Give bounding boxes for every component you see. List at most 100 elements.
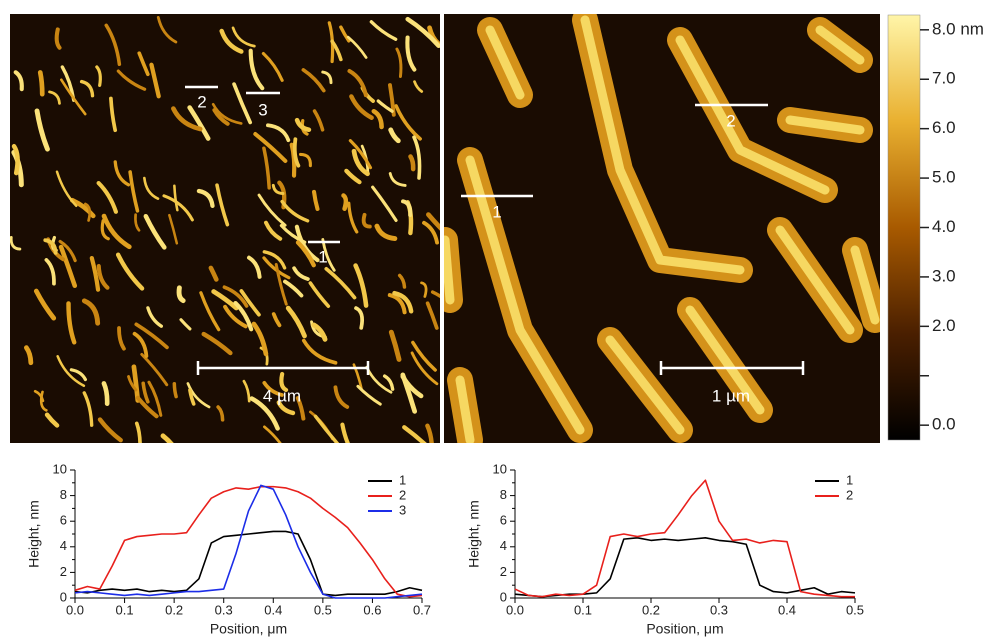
afm-feature [292,266,310,281]
afm-feature [66,301,77,345]
afm-texture [10,15,440,443]
afm-feature [413,80,424,93]
afm-feature [137,51,150,77]
afm-feature [11,143,20,176]
y-tick-label: 10 [53,461,67,476]
afm-feature [186,382,211,409]
data-line [74,530,423,597]
afm-feature [312,109,325,132]
afm-feature [212,108,230,126]
afm-feature [295,396,306,421]
x-tick-label: 0.2 [642,602,660,617]
afm-feature [199,291,221,332]
afm-feature [160,433,174,443]
colorbar-tick-label: 3.0 [932,266,956,285]
afm-feature [339,25,351,43]
afm-feature [37,70,45,97]
afm-feature [134,421,142,443]
afm-feature [211,102,243,125]
afm-feature [675,35,830,195]
afm-feature [411,340,437,372]
afm-feature [274,262,288,306]
afm-feature [257,193,287,227]
afm-feature [44,412,60,428]
afm-feature [402,425,427,443]
colorbar-tick-label: 6.0 [932,118,956,137]
afm-feature [34,108,50,152]
afm-feature [344,168,362,185]
afm-feature [354,306,365,330]
afm-feature [605,335,685,435]
afm-feature [201,331,233,356]
y-tick-label: 8 [60,487,67,502]
afm-feature [128,170,140,213]
afm-feature [208,265,219,282]
afm-feature [410,351,439,386]
afm-feature [117,326,126,351]
x-tick-label: 0.0 [506,602,524,617]
afm-feature [412,135,422,180]
y-tick-label: 6 [500,513,507,528]
x-tick-label: 0.1 [574,602,592,617]
afm-feature [23,345,34,366]
afm-feature [371,108,384,130]
afm-feature [171,106,203,132]
afm-feature [401,199,413,218]
afm-feature [84,202,92,222]
afm-feature [485,25,525,100]
afm-feature [775,225,855,335]
afm-feature [56,355,86,388]
y-tick-label: 4 [500,538,507,553]
afm-feature [405,35,417,72]
afm-feature [262,250,287,270]
afm-texture [444,14,880,443]
afm-feature [263,425,282,443]
afm-feature [351,148,370,177]
y-tick-label: 0 [500,589,507,604]
afm-feature [263,220,283,241]
afm-feature [321,70,333,85]
afm-feature [247,255,262,279]
scale-bar-label: 4 µm [263,386,301,405]
afm-feature [422,220,440,245]
afm-feature [69,197,96,219]
x-axis-title: Position, μm [210,621,287,637]
afm-feature [231,26,256,48]
afm-feature [295,240,316,268]
afm-feature [361,212,372,229]
afm-feature [374,223,398,242]
afm-feature [850,245,880,325]
afm-feature [79,79,95,98]
afm-feature [134,322,169,350]
afm-feature [96,180,119,214]
data-line [514,479,855,598]
afm-feature [280,199,310,223]
afm-feature [276,400,296,416]
afm-feature [294,224,320,263]
afm-feature [89,255,101,292]
afm-feature [109,96,118,133]
afm-feature [285,305,307,339]
afm-feature [388,83,396,117]
afm-feature [313,414,340,443]
colorbar-tick-label: 7.0 [932,69,956,88]
afm-feature [352,363,363,391]
afm-feature [420,281,428,298]
data-line [74,485,423,598]
marker-label: 2 [726,111,735,130]
afm-feature [376,99,394,113]
y-tick-label: 8 [500,487,507,502]
afm-feature [400,374,424,399]
afm-feature [13,70,24,92]
afm-feature [405,16,440,49]
colorbar-tick-label: 5.0 [932,168,956,187]
afm-feature [33,288,57,321]
afm-feature [430,290,440,299]
afm-feature [388,172,407,187]
x-axis-title: Position, μm [646,621,723,637]
afm-feature [249,396,280,431]
afm-feature [101,213,132,250]
afm-feature [216,405,225,422]
